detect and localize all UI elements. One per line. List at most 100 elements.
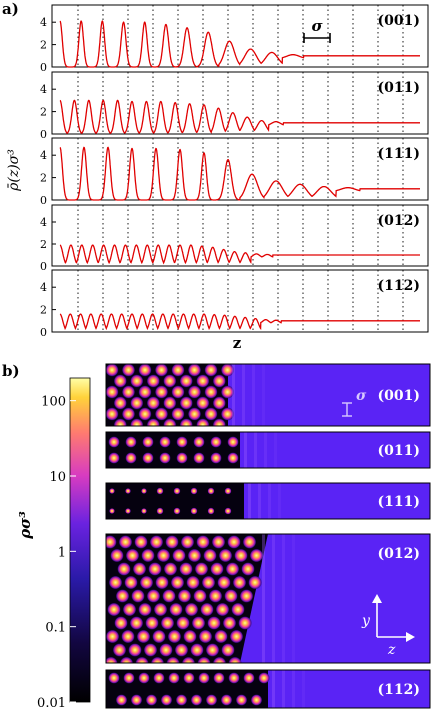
density-peak [121,364,136,377]
density-peak [203,548,217,563]
y-tick-label: 0 [40,194,47,207]
density-peak [207,507,215,515]
density-peak [138,407,152,421]
line-plots: 0 2 4 (001) 0 2 4 (011) 0 2 4 (111) 0 2 4 (012) 0 2 4 (112) [40,4,429,339]
heatmap-title: (111) [378,494,420,510]
line-plot-title: (012) [378,213,420,229]
density-peak [121,385,136,399]
density-peak [234,548,248,563]
density-peak [115,589,130,603]
interface-ripple [268,483,271,519]
colorbar-tick-label: 0.1 [45,621,66,636]
density-peak [153,672,165,684]
density-peak [115,694,128,706]
line-plot-1: 0 2 4 (001) [40,4,429,74]
density-peak [121,629,135,644]
density-peak [242,535,257,549]
density-peak [149,535,164,549]
heatmap-frame [105,482,431,520]
line-plot-title: (001) [378,13,420,29]
density-peak [106,629,120,644]
density-peak [179,374,193,388]
density-peak [134,535,148,549]
density-peak [179,418,193,426]
density-peak [221,643,235,657]
density-peak [193,589,207,603]
density-peak [106,364,119,377]
density-peak [112,643,127,657]
density-peak [224,507,232,515]
density-peak [187,548,202,563]
density-peak [152,629,166,644]
density-peak [154,385,169,399]
density-peak [250,694,263,706]
y-tick-label: 4 [40,281,47,294]
plot-frame [51,269,429,333]
interface-ripple [278,483,281,519]
density-peak [125,452,137,464]
density-peak [177,589,192,603]
colorbar-tick-label: 10 [49,470,66,485]
density-peak [167,629,182,644]
density-peak [176,436,188,448]
interface-region [240,432,280,468]
density-peak [150,656,165,663]
density-peak [228,656,242,663]
density-peak [187,385,202,399]
density-peak [174,643,189,657]
density-curve [59,146,420,201]
density-peak [163,396,177,410]
interface-ripple [254,432,257,468]
density-peak [231,602,245,617]
density-peak [145,616,159,630]
interface-ripple [272,534,275,663]
density-peak [220,407,235,421]
density-peak [190,507,198,515]
density-peak [210,452,222,464]
heatmap-5: (112) [105,669,431,709]
axis-a-xlabel: z [233,334,242,352]
interface-ripple [282,670,285,708]
y-tick-label: 0 [40,61,47,74]
colorbar-label: ρσ³ [16,511,34,540]
density-curve [59,244,420,265]
density-curve [59,313,420,331]
plot-frame [51,4,429,68]
density-peak [248,575,262,590]
density-peak [141,548,155,563]
density-peak [119,656,134,663]
density-peak [220,385,235,399]
y-tick-label: 2 [40,106,47,119]
density-peak [131,589,145,603]
y-tick-label: 0 [40,260,47,273]
heatmap-title: (012) [378,546,420,562]
heatmap-frame [105,533,431,664]
density-peak [109,488,115,494]
density-peak [193,452,205,464]
density-peak [153,602,168,617]
heatmap-title: (011) [378,443,420,459]
density-peak [108,575,123,590]
interface-ripple [272,670,275,708]
heatmap-title: (001) [378,388,420,404]
density-peak [125,508,131,514]
line-plot-title: (011) [378,80,420,96]
density-peak [196,418,210,426]
density-peak [146,396,160,410]
density-peak [122,602,137,617]
interface-region [244,483,284,519]
density-peak [163,418,177,426]
density-peak [238,616,252,630]
density-peak [190,694,203,706]
density-peak [243,672,255,684]
density-peak [205,694,218,706]
density-peak [212,418,226,426]
density-peak [163,562,178,576]
y-tick-label: 4 [40,16,47,29]
sigma-scale-bar: σ [303,17,331,43]
density-peak [205,643,220,657]
density-peak [106,385,119,399]
density-peak [184,602,199,617]
density-peak [107,602,121,617]
